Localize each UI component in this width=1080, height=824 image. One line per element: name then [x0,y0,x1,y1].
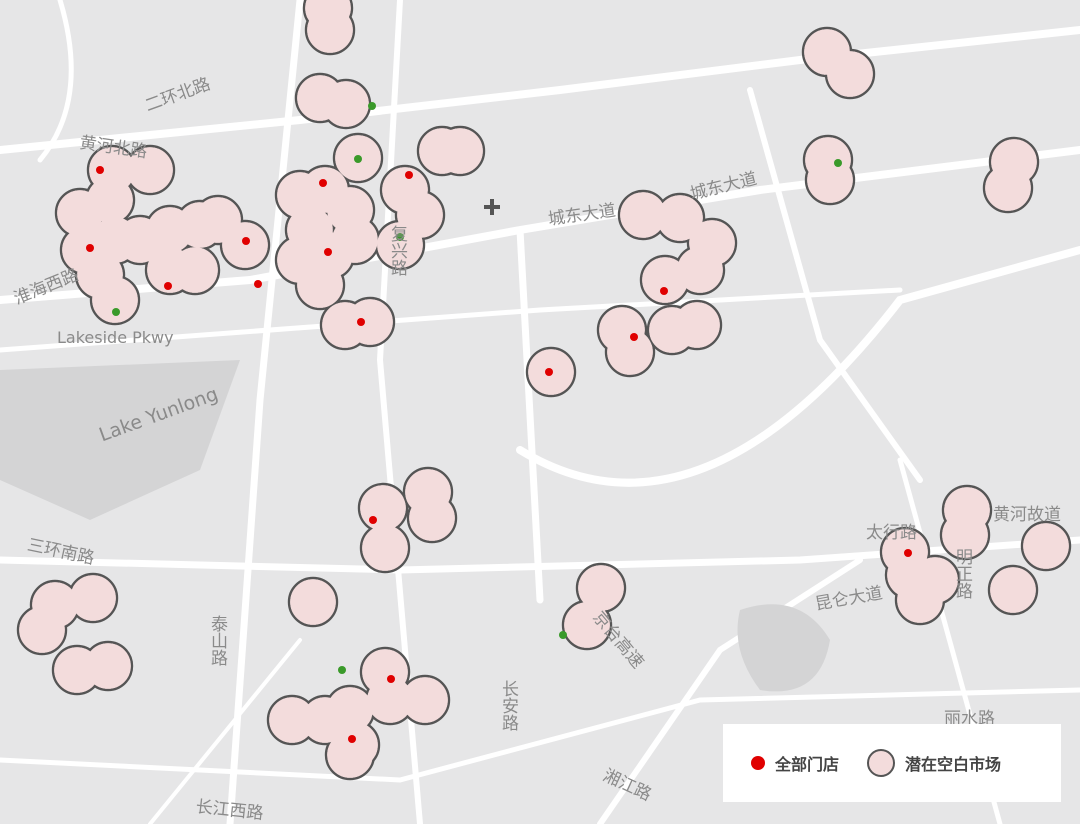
road-label: 太行路 [866,523,917,543]
store-marker[interactable] [660,287,668,295]
center-crosshair-icon [484,199,500,215]
market-area[interactable] [332,217,378,263]
store-marker[interactable] [164,282,172,290]
market-area[interactable] [323,81,369,127]
market-area[interactable] [564,602,610,648]
market-area[interactable] [307,7,353,53]
market-area[interactable] [1023,523,1069,569]
road [37,0,74,163]
market-area[interactable] [327,687,373,733]
store-marker-green[interactable] [338,666,346,674]
market-area[interactable] [942,512,988,558]
market-area[interactable] [172,247,218,293]
store-marker-green[interactable] [559,631,567,639]
market-area[interactable] [360,485,406,531]
market-area[interactable] [362,525,408,571]
store-marker[interactable] [369,516,377,524]
road [597,557,863,824]
legend-stores-label: 全部门店 [775,755,840,774]
store-marker[interactable] [387,675,395,683]
market-area[interactable] [827,51,873,97]
store-marker-green[interactable] [112,308,120,316]
store-marker-green[interactable] [354,155,362,163]
market-area[interactable] [578,565,624,611]
market-area[interactable] [657,195,703,241]
road [0,26,1080,154]
legend-market-label: 潜在空白市场 [905,755,1002,774]
store-marker[interactable] [86,244,94,252]
market-area[interactable] [607,329,653,375]
market-area[interactable] [367,677,413,723]
store-marker[interactable] [357,318,365,326]
store-marker[interactable] [319,179,327,187]
road-label: 泰山路 [207,615,227,666]
market-area[interactable] [290,579,336,625]
store-marker-green[interactable] [396,233,404,241]
market-area[interactable] [92,277,138,323]
store-marker[interactable] [96,166,104,174]
road-label: Lakeside Pkwy [57,328,174,347]
road-label: 明正路 [952,548,972,599]
road [148,638,302,824]
market-area[interactable] [327,732,373,778]
store-marker[interactable] [904,549,912,557]
road [747,87,923,483]
market-area[interactable] [409,495,455,541]
legend: 全部门店 潜在空白市场 [723,724,1061,802]
market-circle-icon [867,749,896,777]
market-area[interactable] [377,222,423,268]
market-area[interactable] [347,299,393,345]
market-area[interactable] [985,165,1031,211]
market-area[interactable] [437,128,483,174]
lake-area [0,360,240,520]
market-area[interactable] [990,567,1036,613]
store-marker[interactable] [545,368,553,376]
store-marker[interactable] [630,333,638,341]
store-marker-green[interactable] [834,159,842,167]
market-area[interactable] [70,575,116,621]
market-area[interactable] [87,177,133,223]
market-area[interactable] [912,557,958,603]
store-marker[interactable] [348,735,356,743]
lake-area [737,604,830,692]
store-marker[interactable] [324,248,332,256]
road [0,287,903,353]
market-area[interactable] [85,643,131,689]
store-dot-icon [751,756,765,770]
market-area[interactable] [642,257,688,303]
market-area[interactable] [674,302,720,348]
market-area[interactable] [807,157,853,203]
road-label: 复兴路 [387,225,407,276]
market-area[interactable] [677,247,723,293]
road-label: 长安路 [498,680,518,731]
road [226,0,304,824]
road-label: 黄河故道 [993,505,1061,525]
road [0,687,1080,783]
market-area[interactable] [402,677,448,723]
road [516,226,544,604]
store-marker[interactable] [405,171,413,179]
market-area[interactable] [222,222,268,268]
store-marker[interactable] [254,280,262,288]
market-area[interactable] [297,262,343,308]
market-area[interactable] [620,192,666,238]
market-area[interactable] [127,147,173,193]
market-area[interactable] [269,697,315,743]
market-area[interactable] [19,607,65,653]
road [516,246,1080,487]
store-marker-green[interactable] [368,102,376,110]
store-marker[interactable] [242,237,250,245]
